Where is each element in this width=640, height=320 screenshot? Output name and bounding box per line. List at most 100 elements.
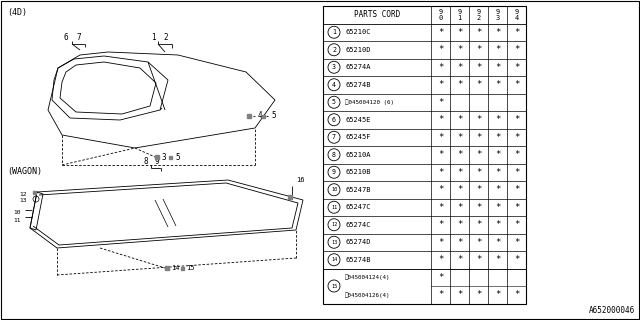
Text: 65274B: 65274B: [345, 82, 371, 88]
Bar: [247, 114, 251, 118]
Text: 12: 12: [331, 222, 337, 227]
Text: *: *: [495, 290, 500, 299]
Text: *: *: [438, 45, 443, 54]
Text: *: *: [514, 168, 519, 177]
Text: *: *: [476, 115, 481, 124]
Text: 5: 5: [175, 153, 180, 162]
Text: 15: 15: [186, 265, 195, 271]
Text: *: *: [438, 80, 443, 89]
Text: 65274A: 65274A: [345, 64, 371, 70]
Text: 1: 1: [332, 29, 336, 35]
Text: 9
4: 9 4: [515, 9, 518, 20]
Text: 65210A: 65210A: [345, 152, 371, 158]
Text: 11: 11: [13, 218, 20, 222]
Text: *: *: [495, 45, 500, 54]
Text: 65210D: 65210D: [345, 47, 371, 53]
Text: 11: 11: [331, 205, 337, 210]
Text: 13: 13: [331, 240, 337, 245]
Text: 9: 9: [332, 169, 336, 175]
Text: 8: 8: [144, 157, 148, 166]
Bar: [323, 6, 526, 303]
Text: *: *: [514, 290, 519, 299]
Text: 3: 3: [162, 153, 166, 162]
Text: *: *: [476, 290, 481, 299]
Text: *: *: [514, 115, 519, 124]
Text: *: *: [514, 150, 519, 159]
Text: (WAGON): (WAGON): [7, 167, 42, 176]
Text: 65274D: 65274D: [345, 239, 371, 245]
Text: A652000046: A652000046: [589, 306, 635, 315]
Text: *: *: [438, 115, 443, 124]
Text: *: *: [476, 133, 481, 142]
Text: 13: 13: [19, 198, 26, 204]
Text: *: *: [476, 168, 481, 177]
Text: *: *: [476, 203, 481, 212]
Text: 9
0: 9 0: [438, 9, 443, 20]
Text: 5: 5: [271, 111, 276, 121]
Bar: [155, 155, 159, 159]
Text: *: *: [457, 28, 462, 37]
Text: *: *: [495, 80, 500, 89]
Text: 7: 7: [332, 134, 336, 140]
Text: *: *: [514, 185, 519, 194]
Text: (4D): (4D): [7, 8, 27, 17]
Text: 8: 8: [332, 152, 336, 158]
Text: *: *: [514, 238, 519, 247]
Text: 3: 3: [332, 64, 336, 70]
Text: 65245E: 65245E: [345, 117, 371, 123]
Text: PARTS CORD: PARTS CORD: [354, 10, 400, 19]
Text: *: *: [476, 45, 481, 54]
Text: 65245F: 65245F: [345, 134, 371, 140]
Text: *: *: [457, 115, 462, 124]
Text: 9
1: 9 1: [458, 9, 461, 20]
Text: *: *: [457, 150, 462, 159]
Text: *: *: [495, 255, 500, 264]
Text: *: *: [514, 63, 519, 72]
Bar: [180, 267, 184, 269]
Text: *: *: [438, 238, 443, 247]
Text: 9: 9: [155, 157, 159, 166]
Text: 65247C: 65247C: [345, 204, 371, 210]
Text: *: *: [457, 185, 462, 194]
Text: *: *: [495, 150, 500, 159]
Text: Ⓢ045004124(4): Ⓢ045004124(4): [345, 275, 390, 280]
Text: *: *: [438, 220, 443, 229]
Text: *: *: [476, 220, 481, 229]
Text: *: *: [457, 290, 462, 299]
Bar: [168, 156, 172, 158]
Text: *: *: [514, 220, 519, 229]
Text: 7: 7: [77, 34, 81, 43]
Text: *: *: [495, 220, 500, 229]
Text: *: *: [495, 238, 500, 247]
Text: *: *: [457, 63, 462, 72]
Text: 2: 2: [164, 34, 168, 43]
Text: *: *: [514, 255, 519, 264]
Text: *: *: [438, 98, 443, 107]
Text: *: *: [514, 203, 519, 212]
Text: 65247B: 65247B: [345, 187, 371, 193]
Text: *: *: [514, 28, 519, 37]
Text: 4: 4: [258, 111, 262, 121]
Text: *: *: [438, 273, 443, 282]
Text: *: *: [476, 185, 481, 194]
Text: *: *: [457, 238, 462, 247]
Bar: [288, 195, 292, 199]
Text: Ⓢ045004126(4): Ⓢ045004126(4): [345, 292, 390, 298]
Bar: [262, 115, 264, 117]
Text: *: *: [438, 203, 443, 212]
Text: *: *: [476, 238, 481, 247]
Text: *: *: [495, 168, 500, 177]
Text: *: *: [438, 150, 443, 159]
Text: *: *: [476, 150, 481, 159]
Text: *: *: [476, 28, 481, 37]
Bar: [33, 190, 35, 194]
Text: *: *: [495, 185, 500, 194]
Text: *: *: [514, 80, 519, 89]
Text: 2: 2: [332, 47, 336, 53]
Text: 65274B: 65274B: [345, 257, 371, 263]
Text: *: *: [457, 220, 462, 229]
Text: *: *: [457, 80, 462, 89]
Text: 14: 14: [171, 265, 179, 271]
Text: 65210C: 65210C: [345, 29, 371, 35]
Text: *: *: [514, 45, 519, 54]
